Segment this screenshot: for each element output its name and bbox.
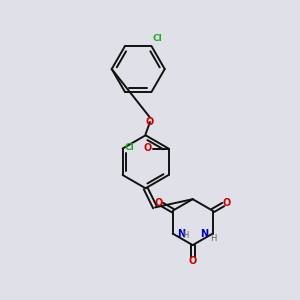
Text: O: O: [222, 198, 230, 208]
Text: H: H: [182, 231, 189, 240]
Text: O: O: [155, 198, 163, 208]
Text: H: H: [210, 234, 217, 243]
Text: O: O: [146, 117, 154, 127]
Text: O: O: [144, 143, 152, 153]
Text: Cl: Cl: [153, 34, 163, 43]
Text: Cl: Cl: [125, 143, 135, 152]
Text: N: N: [177, 229, 185, 238]
Text: N: N: [200, 229, 208, 238]
Text: O: O: [189, 256, 197, 266]
